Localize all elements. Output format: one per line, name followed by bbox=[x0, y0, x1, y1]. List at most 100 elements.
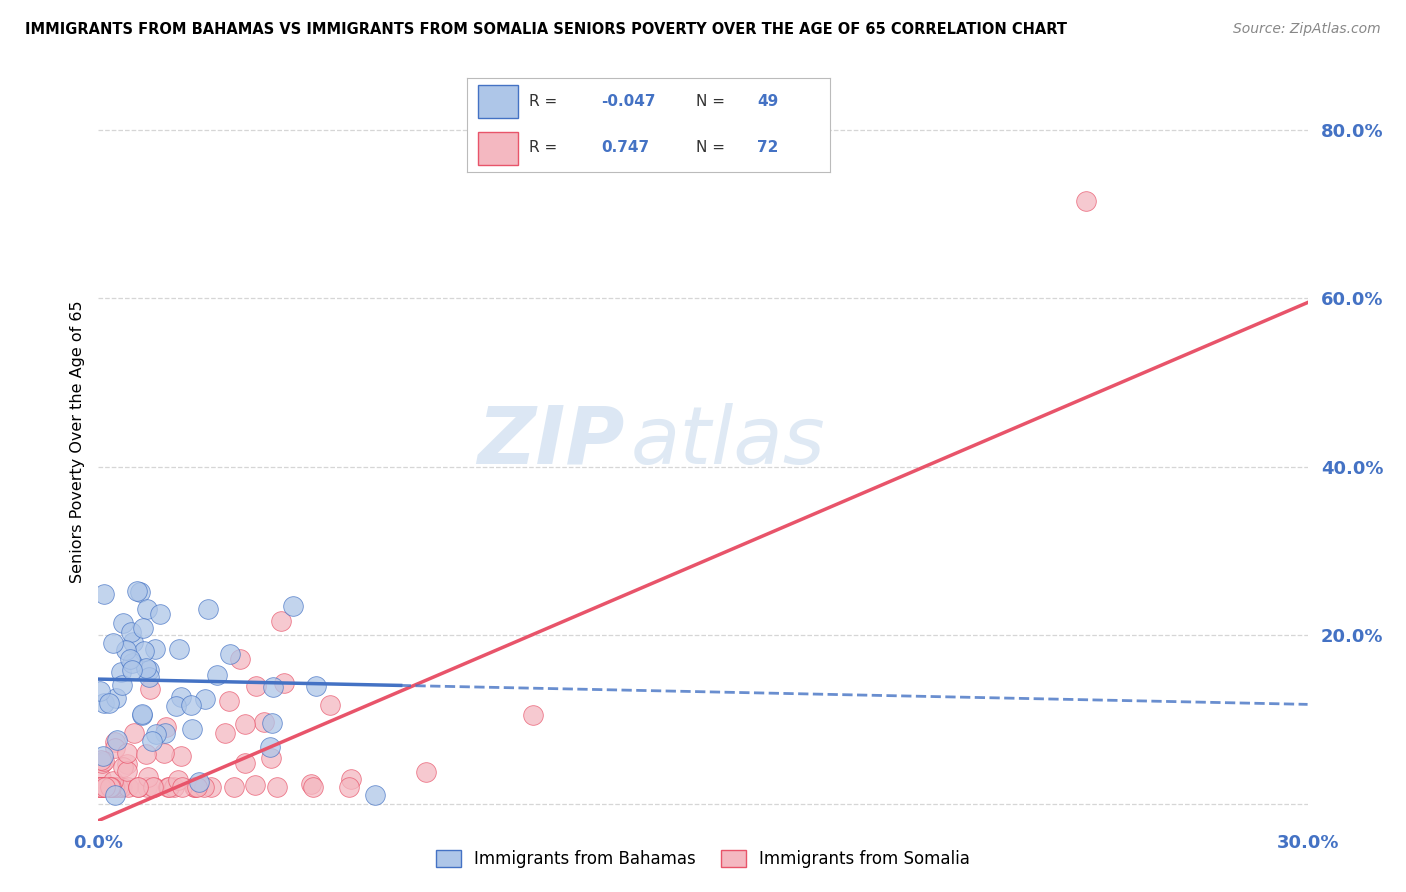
Point bbox=[245, 679, 267, 693]
Point bbox=[101, 635, 124, 649]
Point bbox=[259, 739, 281, 754]
Point bbox=[136, 602, 159, 616]
Point bbox=[149, 607, 172, 621]
Point bbox=[170, 748, 193, 763]
Point bbox=[180, 698, 202, 712]
Point bbox=[131, 707, 153, 722]
Point bbox=[90, 771, 112, 785]
Point bbox=[93, 755, 115, 769]
Point bbox=[167, 642, 190, 657]
Point bbox=[219, 647, 242, 661]
Point bbox=[200, 780, 222, 794]
Point bbox=[104, 741, 127, 756]
Point bbox=[522, 708, 544, 723]
Point bbox=[115, 764, 138, 778]
Point bbox=[156, 780, 179, 794]
Text: Source: ZipAtlas.com: Source: ZipAtlas.com bbox=[1233, 22, 1381, 37]
Text: IMMIGRANTS FROM BAHAMAS VS IMMIGRANTS FROM SOMALIA SENIORS POVERTY OVER THE AGE : IMMIGRANTS FROM BAHAMAS VS IMMIGRANTS FR… bbox=[25, 22, 1067, 37]
Point bbox=[197, 601, 219, 615]
Point bbox=[319, 698, 342, 713]
Legend: Immigrants from Bahamas, Immigrants from Somalia: Immigrants from Bahamas, Immigrants from… bbox=[429, 843, 977, 875]
Point bbox=[107, 780, 129, 794]
Point bbox=[111, 678, 134, 692]
Point bbox=[141, 734, 163, 748]
Point bbox=[337, 780, 360, 794]
Point bbox=[111, 780, 134, 794]
Point bbox=[125, 584, 148, 599]
Point bbox=[1074, 194, 1097, 209]
Point bbox=[131, 708, 153, 723]
Point bbox=[89, 684, 111, 698]
Point bbox=[138, 670, 160, 684]
Point bbox=[111, 760, 134, 774]
Point bbox=[205, 668, 228, 682]
Point bbox=[170, 780, 193, 794]
Point bbox=[104, 690, 127, 705]
Point bbox=[132, 622, 155, 636]
Point bbox=[90, 780, 112, 794]
Point bbox=[180, 723, 202, 737]
Point bbox=[262, 681, 284, 695]
Point bbox=[270, 614, 292, 628]
Point bbox=[301, 780, 323, 794]
Point bbox=[93, 780, 115, 794]
Point bbox=[166, 772, 188, 787]
Point bbox=[127, 780, 149, 794]
Point bbox=[110, 665, 132, 679]
Point bbox=[100, 780, 122, 794]
Point bbox=[100, 780, 122, 794]
Point bbox=[233, 716, 256, 731]
Point bbox=[93, 587, 115, 601]
Point bbox=[112, 615, 135, 630]
Point bbox=[184, 780, 207, 794]
Point bbox=[266, 780, 288, 794]
Point bbox=[129, 584, 152, 599]
Point bbox=[186, 780, 208, 794]
Point bbox=[121, 657, 143, 671]
Point bbox=[134, 661, 156, 675]
Point bbox=[89, 780, 111, 794]
Point bbox=[91, 756, 114, 770]
Point bbox=[142, 780, 165, 794]
Point bbox=[229, 652, 252, 666]
Point bbox=[339, 772, 361, 786]
Point bbox=[135, 747, 157, 761]
Point bbox=[110, 780, 132, 794]
Point bbox=[89, 780, 111, 794]
Point bbox=[145, 727, 167, 741]
Point bbox=[90, 753, 112, 767]
Text: atlas: atlas bbox=[630, 402, 825, 481]
Point bbox=[155, 720, 177, 734]
Point bbox=[94, 780, 117, 794]
Point bbox=[104, 789, 127, 803]
Text: ZIP: ZIP bbox=[477, 402, 624, 481]
Point bbox=[243, 778, 266, 792]
Point bbox=[89, 780, 111, 794]
Point bbox=[262, 715, 284, 730]
Point bbox=[103, 780, 125, 794]
Point bbox=[305, 679, 328, 693]
Point bbox=[122, 726, 145, 740]
Point bbox=[117, 780, 139, 794]
Point bbox=[134, 644, 156, 658]
Point bbox=[138, 663, 160, 677]
Point bbox=[273, 676, 295, 690]
Point bbox=[153, 726, 176, 740]
Point bbox=[100, 780, 122, 794]
Point bbox=[165, 699, 187, 714]
Point bbox=[163, 780, 186, 794]
Point bbox=[157, 780, 180, 794]
Point bbox=[93, 696, 115, 710]
Point bbox=[253, 714, 276, 729]
Point bbox=[222, 780, 245, 794]
Y-axis label: Seniors Poverty Over the Age of 65: Seniors Poverty Over the Age of 65 bbox=[69, 301, 84, 582]
Point bbox=[281, 599, 304, 613]
Point bbox=[121, 664, 143, 678]
Point bbox=[101, 774, 124, 789]
Point bbox=[188, 774, 211, 789]
Point bbox=[115, 746, 138, 760]
Point bbox=[93, 749, 115, 764]
Point bbox=[135, 780, 157, 794]
Point bbox=[139, 681, 162, 696]
Point bbox=[214, 726, 236, 740]
